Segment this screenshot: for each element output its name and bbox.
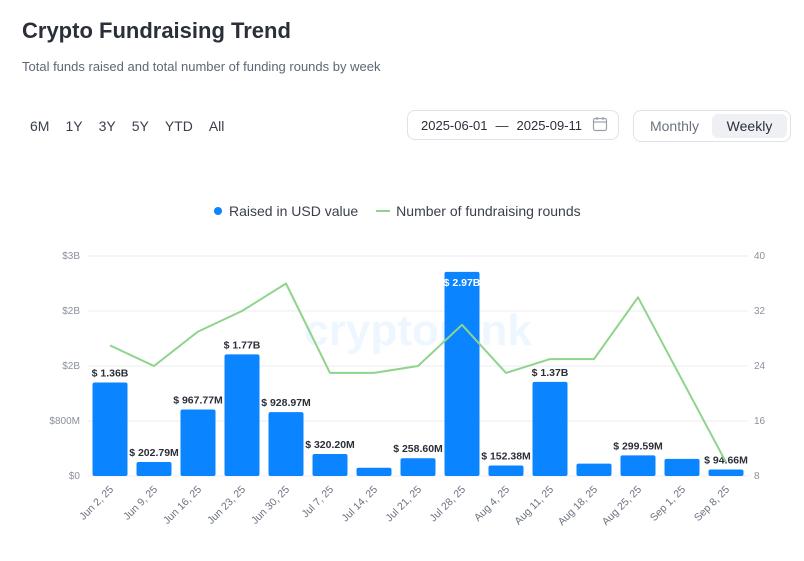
x-tick-label: Jun 9, 25 xyxy=(121,484,160,523)
legend-line-swatch[interactable] xyxy=(376,210,391,212)
bar xyxy=(400,458,436,476)
bar xyxy=(312,453,348,476)
bar xyxy=(488,465,524,476)
legend-bar-swatch[interactable] xyxy=(214,207,222,215)
y-left-tick-label: $800M xyxy=(49,416,80,427)
bar-value-label: $ 928.97M xyxy=(261,397,311,409)
x-tick-label: Sep 8, 25 xyxy=(692,484,732,524)
bar xyxy=(180,409,216,476)
x-tick-label: Aug 18, 25 xyxy=(556,484,601,529)
bar-value-label: $ 1.36B xyxy=(92,368,129,380)
y-right-tick-label: 16 xyxy=(754,416,766,427)
x-tick-label: Sep 1, 25 xyxy=(648,484,688,524)
bar-value-label: $ 1.37B xyxy=(532,367,569,379)
range-3y-button[interactable]: 3Y xyxy=(98,118,116,134)
date-range-picker[interactable]: 2025-06-01 — 2025-09-11 xyxy=(407,110,619,140)
bar-value-label: $ 1.77B xyxy=(224,339,261,351)
y-left-tick-label: $3B xyxy=(62,251,80,262)
x-tick-label: Aug 4, 25 xyxy=(472,484,512,524)
period-monthly-button[interactable]: Monthly xyxy=(649,118,700,134)
period-weekly-button[interactable]: Weekly xyxy=(712,114,787,138)
x-tick-label: Jul 21, 25 xyxy=(383,484,424,525)
y-left-tick-label: $0 xyxy=(69,471,81,482)
y-right-tick-label: 8 xyxy=(754,471,760,482)
bar xyxy=(620,455,656,476)
date-end: 2025-09-11 xyxy=(516,117,583,133)
watermark-text: cryptorank xyxy=(304,306,532,355)
bar-value-label: $ 320.20M xyxy=(305,439,355,451)
range-ytd-button[interactable]: YTD xyxy=(164,118,193,134)
chart-legend: Raised in USD value Number of fundraisin… xyxy=(214,203,581,219)
page-title: Crypto Fundraising Trend xyxy=(22,18,291,43)
bar xyxy=(664,458,700,476)
range-selector: 6M 1Y 3Y 5Y YTD All xyxy=(22,116,232,136)
range-6m-button[interactable]: 6M xyxy=(30,118,50,134)
y-left-tick-label: $2B xyxy=(62,306,80,317)
x-tick-label: Jun 23, 25 xyxy=(205,484,248,527)
bar xyxy=(576,463,612,476)
bar-value-label: $ 299.59M xyxy=(613,440,663,452)
x-tick-label: Aug 11, 25 xyxy=(512,484,556,528)
bar xyxy=(444,271,480,476)
x-tick-label: Jun 16, 25 xyxy=(161,484,204,527)
bar xyxy=(224,354,260,476)
legend-line-label[interactable]: Number of fundraising rounds xyxy=(396,203,581,219)
date-start: 2025-06-01 xyxy=(421,117,488,133)
y-right-tick-label: 24 xyxy=(754,361,766,372)
bar-value-label: $ 258.60M xyxy=(393,443,443,455)
x-tick-label: Jul 28, 25 xyxy=(427,484,468,525)
calendar-icon[interactable] xyxy=(592,116,608,135)
period-toggle: Monthly Weekly xyxy=(633,110,791,142)
bar xyxy=(356,467,392,476)
x-tick-label: Jul 14, 25 xyxy=(339,484,380,525)
range-1y-button[interactable]: 1Y xyxy=(65,118,83,134)
x-tick-label: Jun 2, 25 xyxy=(77,484,116,523)
y-right-tick-label: 32 xyxy=(754,306,766,317)
bar xyxy=(708,469,744,476)
bar xyxy=(92,382,128,476)
bar-value-label: $ 2.97B xyxy=(444,277,481,289)
x-tick-label: Jun 30, 25 xyxy=(249,484,292,527)
bar xyxy=(268,412,304,476)
range-all-button[interactable]: All xyxy=(208,118,225,134)
legend-bar-label[interactable]: Raised in USD value xyxy=(229,203,359,219)
bar-value-label: $ 152.38M xyxy=(481,451,531,463)
bar-value-label: $ 202.79M xyxy=(129,447,179,459)
bar-value-label: $ 967.77M xyxy=(173,394,223,406)
page-subtitle: Total funds raised and total number of f… xyxy=(22,59,381,74)
x-tick-label: Aug 25, 25 xyxy=(600,484,645,529)
date-separator: — xyxy=(495,117,509,133)
bar xyxy=(136,462,172,476)
x-tick-label: Jul 7, 25 xyxy=(300,484,337,521)
y-right-tick-label: 40 xyxy=(754,251,766,262)
range-5y-button[interactable]: 5Y xyxy=(131,118,149,134)
y-left-tick-label: $2B xyxy=(62,361,80,372)
bar xyxy=(532,381,568,476)
